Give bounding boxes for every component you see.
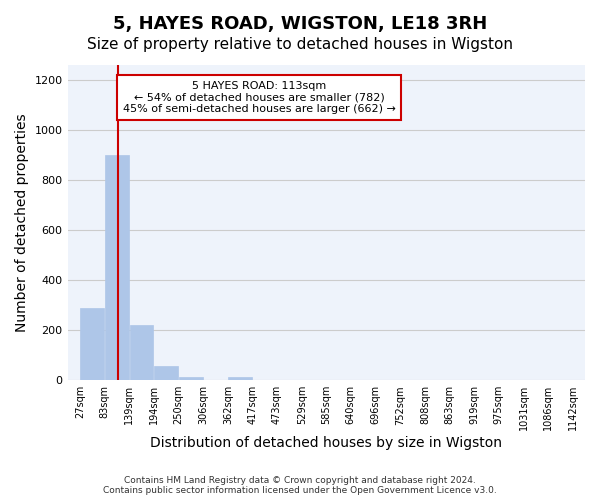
Bar: [105, 155, 129, 380]
Text: 5 HAYES ROAD: 113sqm
← 54% of detached houses are smaller (782)
45% of semi-deta: 5 HAYES ROAD: 113sqm ← 54% of detached h…: [122, 81, 395, 114]
Text: 5, HAYES ROAD, WIGSTON, LE18 3RH: 5, HAYES ROAD, WIGSTON, LE18 3RH: [113, 15, 487, 33]
Bar: [228, 377, 252, 380]
Bar: [154, 366, 178, 380]
Y-axis label: Number of detached properties: Number of detached properties: [15, 114, 29, 332]
Text: Contains HM Land Registry data © Crown copyright and database right 2024.
Contai: Contains HM Land Registry data © Crown c…: [103, 476, 497, 495]
X-axis label: Distribution of detached houses by size in Wigston: Distribution of detached houses by size …: [150, 436, 502, 450]
Bar: [130, 325, 154, 380]
Text: Size of property relative to detached houses in Wigston: Size of property relative to detached ho…: [87, 38, 513, 52]
Bar: [179, 377, 203, 380]
Bar: [80, 308, 104, 380]
